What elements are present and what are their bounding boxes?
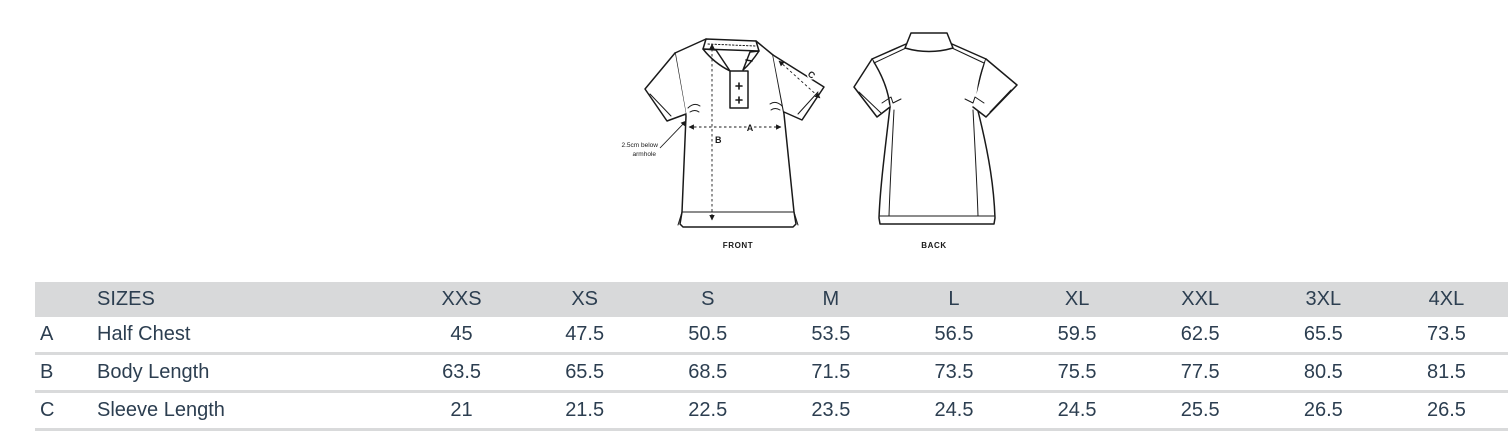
cell-value: 73.5 (892, 353, 1016, 393)
front-left-sleeve (644, 52, 687, 122)
cell-value: 23.5 (769, 391, 893, 431)
cell-value: 75.5 (1015, 353, 1139, 393)
cell-value: 21.5 (523, 391, 647, 431)
cell-value: 80.5 (1261, 353, 1385, 393)
table-row-half-chest: A Half Chest 45 47.5 50.5 53.5 56.5 59.5… (35, 317, 1508, 355)
table-row-body-length: B Body Length 63.5 65.5 68.5 71.5 73.5 7… (35, 353, 1508, 393)
cell-value: 21 (400, 391, 524, 431)
table-header-row: SIZES XXS XS S M L XL XXL 3XL 4XL (35, 282, 1508, 317)
header-size-l: L (892, 282, 1016, 317)
cell-value: 81.5 (1384, 353, 1508, 393)
cell-value: 71.5 (769, 353, 893, 393)
back-left-sleeve (853, 58, 891, 118)
cell-value: 45 (400, 317, 524, 355)
cell-value: 26.5 (1261, 391, 1385, 431)
size-table: SIZES XXS XS S M L XL XXL 3XL 4XL A Half… (35, 282, 1508, 431)
header-size-m: M (769, 282, 893, 317)
cell-value: 24.5 (892, 391, 1016, 431)
cell-value: 22.5 (646, 391, 770, 431)
header-letter-cell (35, 282, 90, 317)
cell-value: 68.5 (646, 353, 770, 393)
cell-value: 63.5 (400, 353, 524, 393)
row-label: Half Chest (90, 317, 400, 355)
armhole-annotation-line1: 2.5cm below (622, 142, 659, 149)
button-icon (735, 59, 753, 104)
cell-value: 77.5 (1138, 353, 1262, 393)
annotation-arrow (659, 120, 687, 149)
row-letter: C (35, 391, 90, 431)
header-size-s: S (646, 282, 770, 317)
cell-value: 26.5 (1384, 391, 1508, 431)
back-view-drawing: BACK (853, 32, 1018, 250)
row-letter: B (35, 353, 90, 393)
table-row-sleeve-length: C Sleeve Length 21 21.5 22.5 23.5 24.5 2… (35, 391, 1508, 431)
front-view-drawing: A B C 2.5cm below armhole FRONT (622, 38, 825, 250)
back-view-label: BACK (921, 241, 947, 250)
cell-value: 53.5 (769, 317, 893, 355)
armhole-annotation-line2: armhole (633, 151, 657, 158)
cell-value: 24.5 (1015, 391, 1139, 431)
front-hem (677, 211, 799, 226)
header-size-3xl: 3XL (1261, 282, 1385, 317)
cell-value: 25.5 (1138, 391, 1262, 431)
header-size-4xl: 4XL (1384, 282, 1508, 317)
row-label: Sleeve Length (90, 391, 400, 431)
row-letter: A (35, 317, 90, 355)
header-size-xs: XS (523, 282, 647, 317)
header-sizes-label: SIZES (90, 282, 400, 317)
cell-value: 73.5 (1384, 317, 1508, 355)
cell-value: 62.5 (1138, 317, 1262, 355)
front-view-label: FRONT (723, 241, 754, 250)
back-collar (904, 32, 954, 53)
cell-value: 65.5 (523, 353, 647, 393)
cell-value: 50.5 (646, 317, 770, 355)
measure-label-b: B (715, 135, 722, 145)
cell-value: 47.5 (523, 317, 647, 355)
measure-line-c (778, 60, 821, 99)
header-size-xxl: XXL (1138, 282, 1262, 317)
cell-value: 59.5 (1015, 317, 1139, 355)
cell-value: 65.5 (1261, 317, 1385, 355)
header-size-xl: XL (1015, 282, 1139, 317)
cell-value: 56.5 (892, 317, 1016, 355)
header-size-xxs: XXS (400, 282, 524, 317)
measure-label-a: A (747, 123, 754, 133)
back-body (871, 43, 996, 225)
row-label: Body Length (90, 353, 400, 393)
